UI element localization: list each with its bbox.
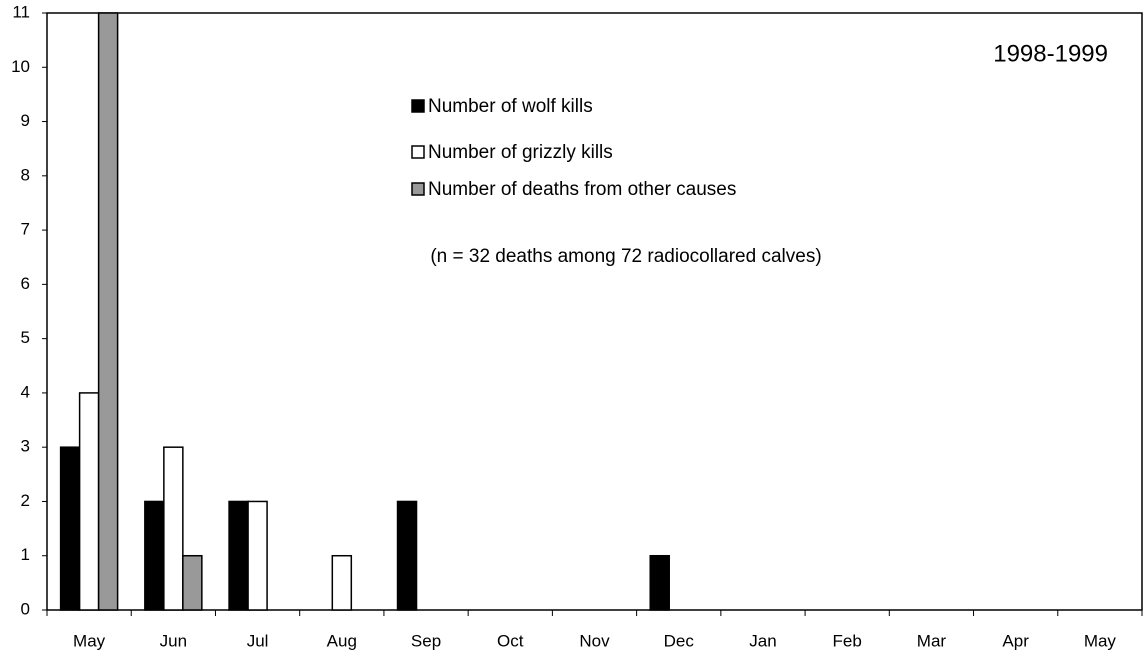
x-tick-label: May [1084, 631, 1117, 650]
x-tick-label: Dec [664, 631, 695, 650]
bar [228, 500, 249, 611]
x-tick-label: Sep [411, 631, 441, 650]
legend-label: Number of deaths from other causes [428, 179, 736, 200]
bar [247, 500, 268, 611]
y-tick-label: 3 [21, 437, 30, 456]
bar [649, 554, 670, 611]
y-tick-label: 10 [11, 57, 30, 76]
x-tick-label: Nov [579, 631, 610, 650]
x-tick-label: Jan [749, 631, 776, 650]
bar [59, 446, 81, 611]
legend-swatch [411, 99, 425, 113]
legend-label: Number of wolf kills [428, 96, 593, 117]
y-tick-label: 4 [21, 382, 30, 401]
y-tick-label: 8 [21, 165, 30, 184]
bar [144, 500, 165, 611]
bar [97, 12, 119, 611]
bar [163, 446, 184, 611]
x-tick-label: Feb [833, 631, 862, 650]
legend-swatch [411, 182, 425, 196]
y-tick-label: 11 [12, 2, 30, 21]
x-tick-label: Jun [160, 631, 187, 650]
y-tick-label: 0 [21, 599, 30, 618]
y-tick-label: 7 [21, 220, 30, 239]
plot-frame [46, 12, 1143, 611]
bar [331, 554, 353, 611]
bar [396, 500, 418, 611]
x-tick-label: Aug [327, 631, 357, 650]
y-tick-label: 1 [21, 545, 30, 564]
x-tick-label: Jul [247, 631, 269, 650]
x-tick-label: Apr [1002, 631, 1029, 650]
x-tick-label: May [73, 631, 106, 650]
y-tick-label: 9 [21, 111, 30, 130]
legend-swatch [411, 145, 425, 159]
y-tick-label: 2 [21, 491, 30, 510]
bar [78, 392, 100, 611]
legend-label: Number of grizzly kills [428, 142, 613, 163]
sample-note: (n = 32 deaths among 72 radiocollared ca… [430, 246, 821, 267]
y-tick-label: 5 [21, 328, 30, 347]
x-tick-label: Mar [917, 631, 947, 650]
x-tick-label: Oct [497, 631, 524, 650]
bar [182, 554, 203, 611]
y-tick-label: 6 [21, 274, 30, 293]
period-label: 1998-1999 [993, 40, 1108, 67]
